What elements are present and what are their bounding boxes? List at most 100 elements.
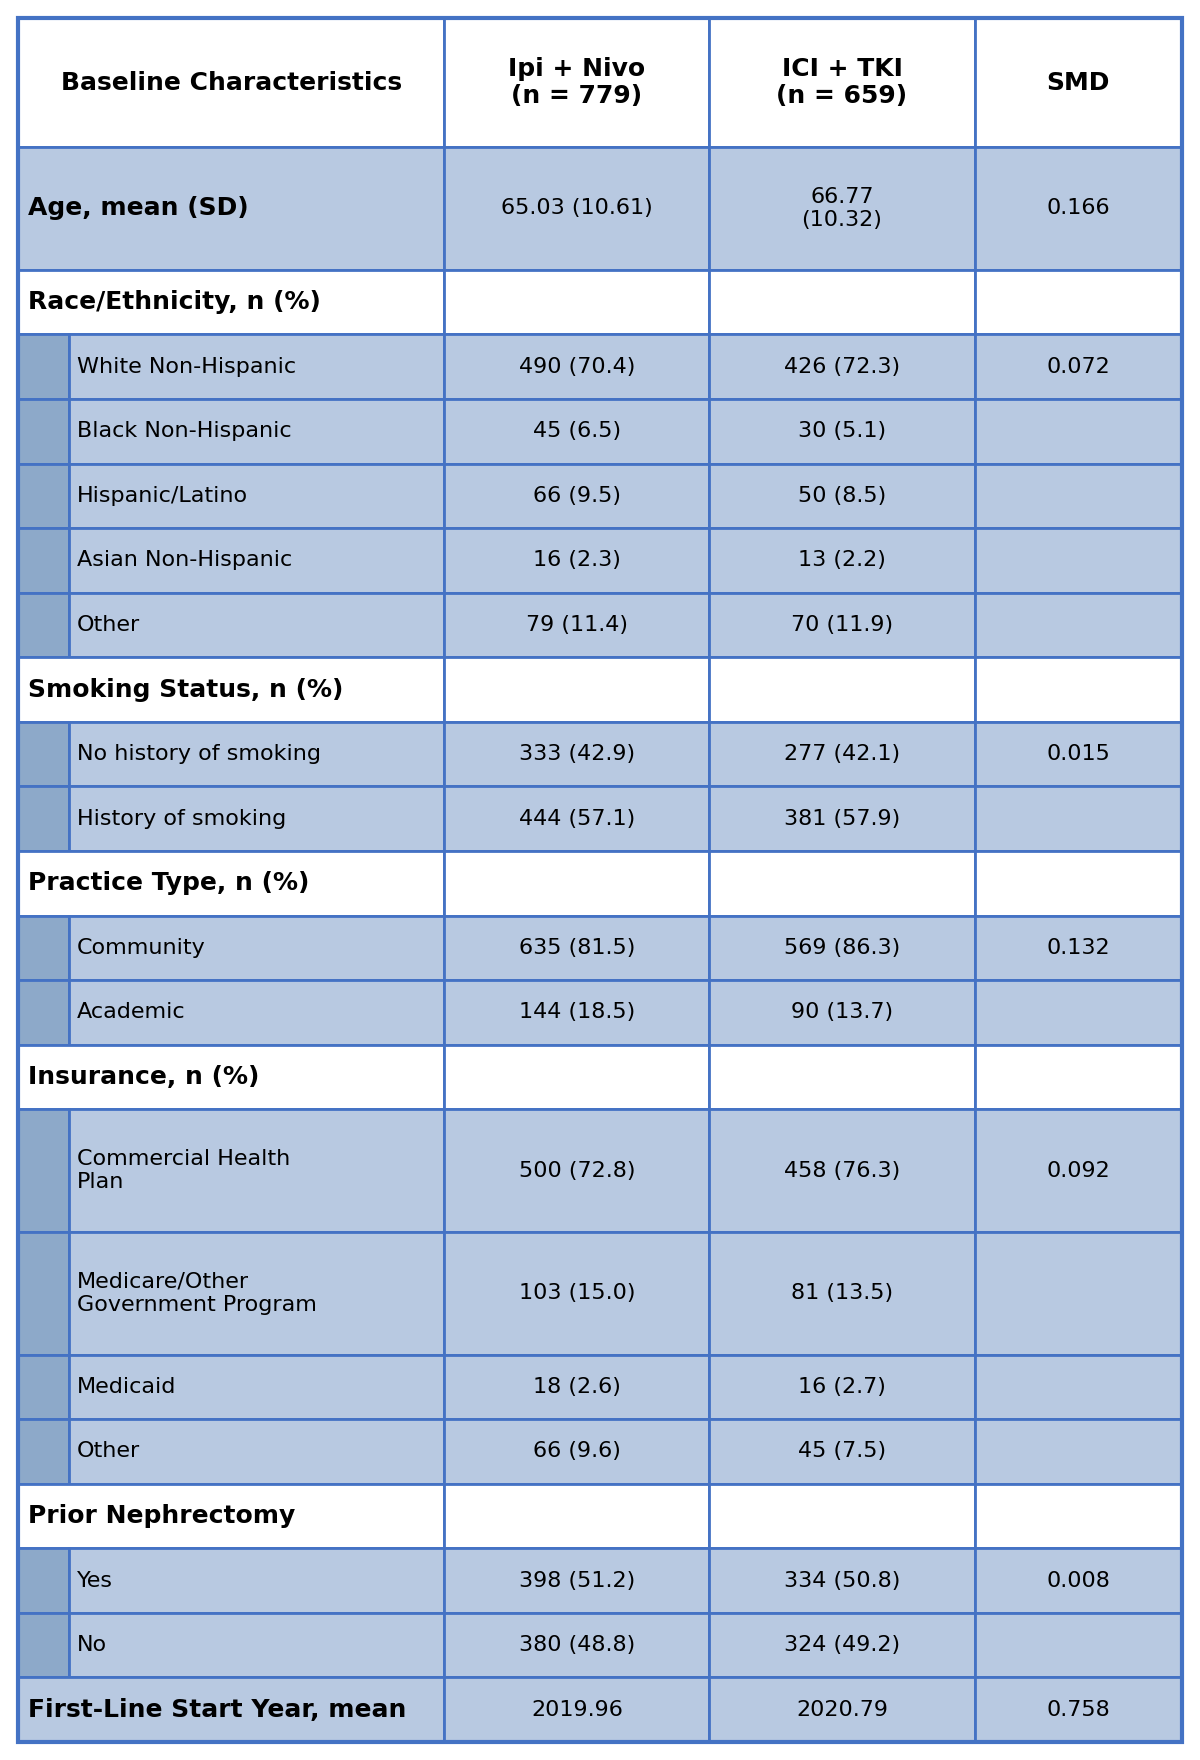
Bar [709, 850, 974, 915]
Bar [709, 593, 974, 656]
Bar [444, 915, 709, 980]
Bar [709, 148, 974, 269]
Bar [18, 1612, 70, 1677]
Bar [709, 1419, 974, 1484]
Bar [70, 1232, 444, 1355]
Text: 324 (49.2): 324 (49.2) [784, 1635, 900, 1654]
Bar [444, 1484, 709, 1549]
Text: 2019.96: 2019.96 [532, 1700, 623, 1720]
Text: Age, mean (SD): Age, mean (SD) [28, 197, 248, 220]
Bar [18, 528, 70, 593]
Text: Academic: Academic [77, 1003, 186, 1023]
Bar [709, 18, 974, 148]
Bar [70, 593, 444, 656]
Text: 0.072: 0.072 [1046, 357, 1110, 377]
Bar [444, 1612, 709, 1677]
Text: 45 (7.5): 45 (7.5) [798, 1441, 886, 1461]
Text: Baseline Characteristics: Baseline Characteristics [61, 70, 402, 95]
Text: Community: Community [77, 938, 206, 957]
Text: 500 (72.8): 500 (72.8) [518, 1160, 635, 1181]
Bar [70, 1355, 444, 1419]
Bar [18, 656, 444, 722]
Bar [974, 1549, 1182, 1612]
Text: 0.092: 0.092 [1046, 1160, 1110, 1181]
Text: History of smoking: History of smoking [77, 808, 287, 829]
Text: Other: Other [77, 1441, 140, 1461]
Bar [18, 1232, 70, 1355]
Bar [444, 593, 709, 656]
Text: 398 (51.2): 398 (51.2) [518, 1570, 635, 1591]
Text: No history of smoking: No history of smoking [77, 744, 322, 764]
Text: 70 (11.9): 70 (11.9) [791, 614, 893, 635]
Bar [18, 1484, 444, 1549]
Bar [444, 1419, 709, 1484]
Text: 30 (5.1): 30 (5.1) [798, 421, 886, 442]
Bar [709, 980, 974, 1045]
Text: SMD: SMD [1046, 70, 1110, 95]
Text: 66.77
(10.32): 66.77 (10.32) [802, 187, 882, 231]
Bar [444, 1677, 709, 1742]
Bar [18, 1677, 444, 1742]
Bar [974, 1484, 1182, 1549]
Bar [70, 528, 444, 593]
Bar [70, 722, 444, 787]
Text: Hispanic/Latino: Hispanic/Latino [77, 486, 248, 505]
Bar [18, 1045, 444, 1109]
Bar [70, 1612, 444, 1677]
Text: 0.008: 0.008 [1046, 1570, 1110, 1591]
Text: Practice Type, n (%): Practice Type, n (%) [28, 871, 310, 896]
Bar [18, 593, 70, 656]
Text: No: No [77, 1635, 107, 1654]
Text: 635 (81.5): 635 (81.5) [518, 938, 635, 957]
Text: 569 (86.3): 569 (86.3) [784, 938, 900, 957]
Bar [709, 463, 974, 528]
Bar [974, 269, 1182, 334]
Text: 65.03 (10.61): 65.03 (10.61) [502, 199, 653, 218]
Bar [974, 915, 1182, 980]
Text: 0.015: 0.015 [1046, 744, 1110, 764]
Bar [70, 463, 444, 528]
Bar [974, 1232, 1182, 1355]
Text: 50 (8.5): 50 (8.5) [798, 486, 886, 505]
Text: 381 (57.9): 381 (57.9) [784, 808, 900, 829]
Bar [18, 463, 70, 528]
Text: 16 (2.3): 16 (2.3) [533, 551, 620, 570]
Text: Medicaid: Medicaid [77, 1376, 176, 1397]
Bar [974, 463, 1182, 528]
Bar [709, 269, 974, 334]
Bar [70, 334, 444, 400]
Bar [709, 1232, 974, 1355]
Text: Smoking Status, n (%): Smoking Status, n (%) [28, 678, 343, 702]
Bar [444, 269, 709, 334]
Bar [709, 1484, 974, 1549]
Bar [18, 334, 70, 400]
Bar [709, 722, 974, 787]
Bar [444, 850, 709, 915]
Bar [709, 1045, 974, 1109]
Bar [444, 18, 709, 148]
Bar [18, 915, 70, 980]
Text: Black Non-Hispanic: Black Non-Hispanic [77, 421, 292, 442]
Text: 490 (70.4): 490 (70.4) [518, 357, 635, 377]
Text: 444 (57.1): 444 (57.1) [518, 808, 635, 829]
Bar [974, 1612, 1182, 1677]
Bar [974, 1677, 1182, 1742]
Text: 79 (11.4): 79 (11.4) [526, 614, 628, 635]
Bar [444, 787, 709, 850]
Bar [709, 528, 974, 593]
Bar [444, 463, 709, 528]
Bar [709, 1355, 974, 1419]
Text: Commercial Health
Plan: Commercial Health Plan [77, 1149, 290, 1192]
Text: 0.758: 0.758 [1046, 1700, 1110, 1720]
Bar [974, 1355, 1182, 1419]
Text: 334 (50.8): 334 (50.8) [784, 1570, 900, 1591]
Text: 0.132: 0.132 [1046, 938, 1110, 957]
Bar [18, 1419, 70, 1484]
Text: White Non-Hispanic: White Non-Hispanic [77, 357, 296, 377]
Bar [444, 980, 709, 1045]
Bar [444, 148, 709, 269]
Bar [444, 1109, 709, 1232]
Bar [974, 148, 1182, 269]
Bar [18, 148, 444, 269]
Bar [709, 656, 974, 722]
